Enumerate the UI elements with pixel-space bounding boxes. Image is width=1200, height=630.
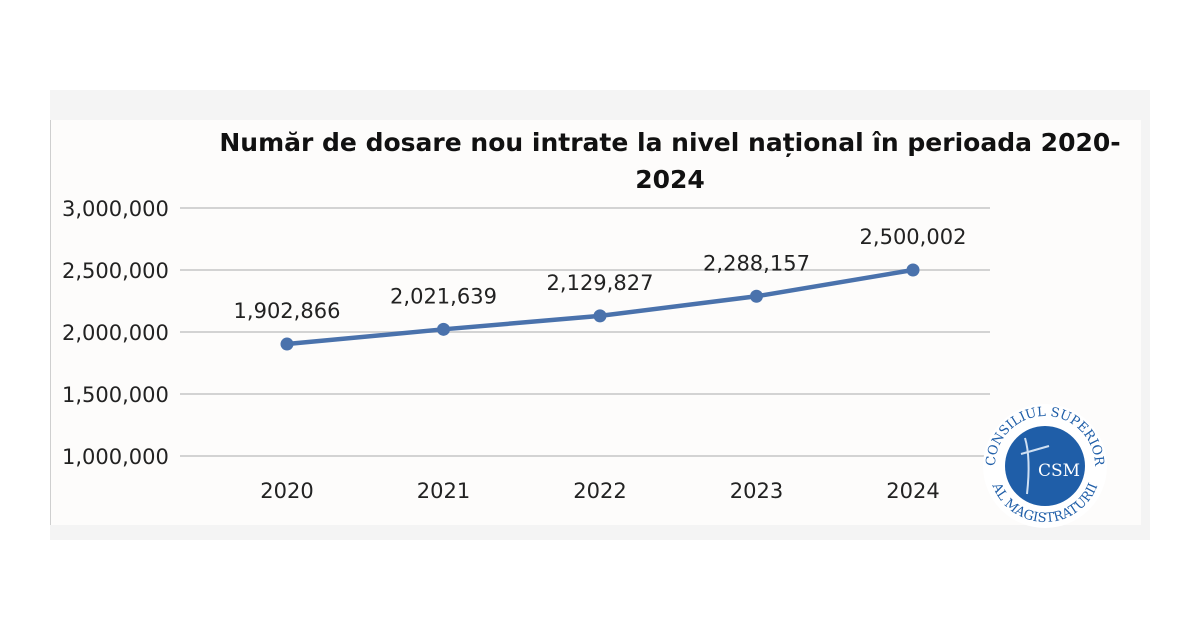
x-tick-label: 2021: [417, 479, 470, 503]
chart-title: Număr de dosare nou intrate la nivel naț…: [190, 124, 1150, 198]
x-tick-label: 2023: [730, 479, 783, 503]
data-point: [280, 337, 294, 351]
data-point: [593, 309, 607, 323]
plot-area: [50, 120, 1141, 525]
title-line-2: 2024: [635, 165, 705, 194]
x-tick-label: 2020: [260, 479, 313, 503]
data-point: [437, 322, 450, 336]
data-point: [906, 263, 920, 277]
justice-figure-icon: [1020, 437, 1050, 495]
data-label: 2,500,002: [860, 225, 967, 249]
x-tick-label: 2022: [573, 479, 626, 503]
x-tick-label: 2024: [886, 479, 939, 503]
data-label: 1,902,866: [234, 299, 341, 323]
data-label: 2,021,639: [390, 284, 497, 308]
logo-seal: [1005, 426, 1085, 506]
data-point: [750, 289, 763, 303]
title-line-1: Număr de dosare nou intrate la nivel naț…: [219, 128, 1121, 157]
data-label: 2,288,157: [703, 251, 810, 275]
y-tick-label: 2,000,000: [62, 321, 169, 345]
logo-abbr: CSM: [1038, 461, 1080, 481]
y-tick-label: 1,000,000: [62, 445, 169, 469]
y-tick-label: 1,500,000: [62, 383, 169, 407]
y-tick-label: 2,500,000: [62, 259, 169, 283]
y-tick-label: 3,000,000: [62, 197, 169, 221]
data-label: 2,129,827: [547, 271, 654, 295]
